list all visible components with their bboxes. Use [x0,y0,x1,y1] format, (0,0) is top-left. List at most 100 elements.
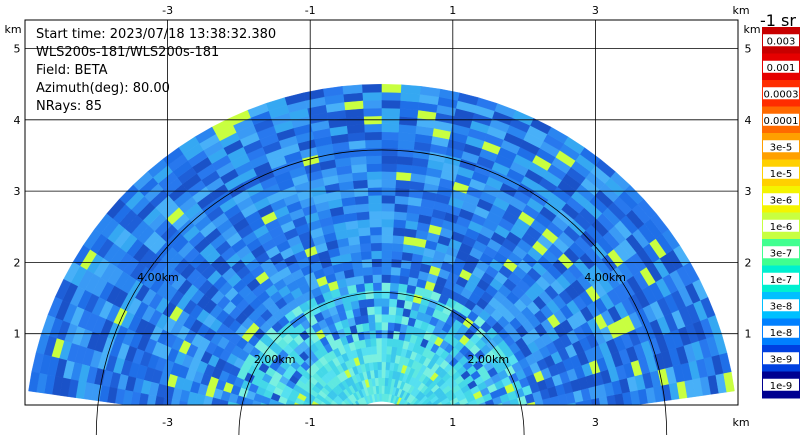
colorbar-label-bg [763,140,799,153]
range-gate-cell [381,163,397,173]
range-gate-cell [393,322,402,332]
range-gate-cell [401,251,413,262]
range-gate-cell [381,226,394,236]
range-gate-cell [363,123,382,133]
range-gate-cell [397,283,408,293]
range-gate-cell [439,412,448,418]
range-gate-cell [374,313,382,323]
range-gate-cell [356,211,370,221]
range-gate-cell [350,404,351,405]
range-gate-cell [362,99,382,109]
range-gate-cell [337,422,345,427]
range-gate-cell [481,413,490,421]
range-gate-cell [381,155,398,165]
range-gate-cell [319,429,327,434]
range-gate-cell [225,410,234,420]
range-gate-cell [381,91,401,101]
range-gate-cell [467,422,476,428]
range-gate-cell [342,413,350,420]
range-gate-cell [250,407,259,416]
range-gate-cell [389,290,399,300]
range-gate-cell [391,250,403,261]
range-gate-cell [274,408,283,416]
range-gate-cell [391,338,399,348]
range-gate-cell [427,424,435,429]
nrays-text: NRays: 85 [36,99,102,114]
range-gate-cell [389,282,400,292]
range-gate-cell [353,275,365,285]
range-gate-cell [387,322,395,331]
range-gate-cell [451,404,453,405]
range-gate-cell [372,282,382,291]
range-gate-cell [366,163,382,173]
range-ring [95,149,668,435]
range-gate-cell [385,361,391,371]
range-gate-cell [428,406,436,413]
range-gate-cell [393,203,408,213]
range-gate-cell [381,83,402,93]
range-gate-cell [529,410,538,420]
range-gate-cell [381,202,395,212]
range-gate-cell [351,259,363,270]
range-gate-cell [302,401,312,405]
range-rings: 2.00km 2.00km 4.00km 4.00km [95,149,668,435]
range-gate-cell [260,402,269,405]
colorbar-label: 0.001 [767,63,796,74]
range-gate-cell [390,266,401,276]
range-gate-cell [217,409,226,419]
range-gate-cell [396,163,413,174]
range-gate-cell [329,421,337,426]
range-gate-cell [381,250,393,260]
range-gate-cell [367,194,382,204]
range-gate-cell [381,282,391,291]
range-gate-cell [288,422,297,428]
grid-lines [25,20,738,405]
range-gate-cell [356,291,367,301]
colorbar-label-bg [763,193,799,206]
range-gate-cell [348,139,366,150]
range-gate-cell [340,417,348,423]
range-gate-cell [289,417,298,424]
x-tick-label: 3 [592,4,599,17]
range-gate-cell [366,179,382,188]
range-gate-cell [464,412,473,419]
range-gate-cell [381,313,389,323]
y-tick-label: 3 [14,185,21,198]
range-gate-cell [331,416,339,422]
range-gate-cell [251,400,262,405]
range-gate-cell [402,307,412,318]
range-gate-cell [353,187,369,197]
x-unit-top: km [732,4,749,17]
range-gate-cell [442,404,444,405]
range-gate-cell [321,419,330,425]
range-gate-cell [357,227,371,237]
range-gate-cell [369,226,382,236]
range-gate-cell [393,211,407,221]
range-gate-cell [369,329,377,339]
range-gate-cell [381,266,392,276]
info-panel: Start time: 2023/07/18 13:38:32.380 WLS2… [36,27,276,114]
range-gate-cell [365,298,375,308]
colorbar-label-bg [763,113,799,126]
range-gate-cell [337,406,345,413]
range-gate-cell [455,410,464,417]
range-gate-cell [334,411,342,418]
range-gate-cell [394,314,403,324]
range-gate-cell [400,259,412,270]
colorbar-title: -1 sr [760,11,796,30]
range-gate-cell [347,131,366,142]
range-gate-cell [381,290,391,299]
range-gate-cell [310,404,312,405]
range-gate-cell [381,385,385,394]
range-gate-cell [419,427,427,432]
range-gate-cell [351,171,368,182]
range-gate-cell [475,421,484,428]
range-gate-cell [386,337,394,347]
range-gate-cell [375,337,382,347]
range-gate-cell [381,321,389,331]
range-gate-cell [355,283,366,293]
range-gate-cell [325,409,334,416]
range-gate-cell [381,361,387,371]
range-gate-cell [381,306,390,315]
range-gate-cell [458,419,467,425]
